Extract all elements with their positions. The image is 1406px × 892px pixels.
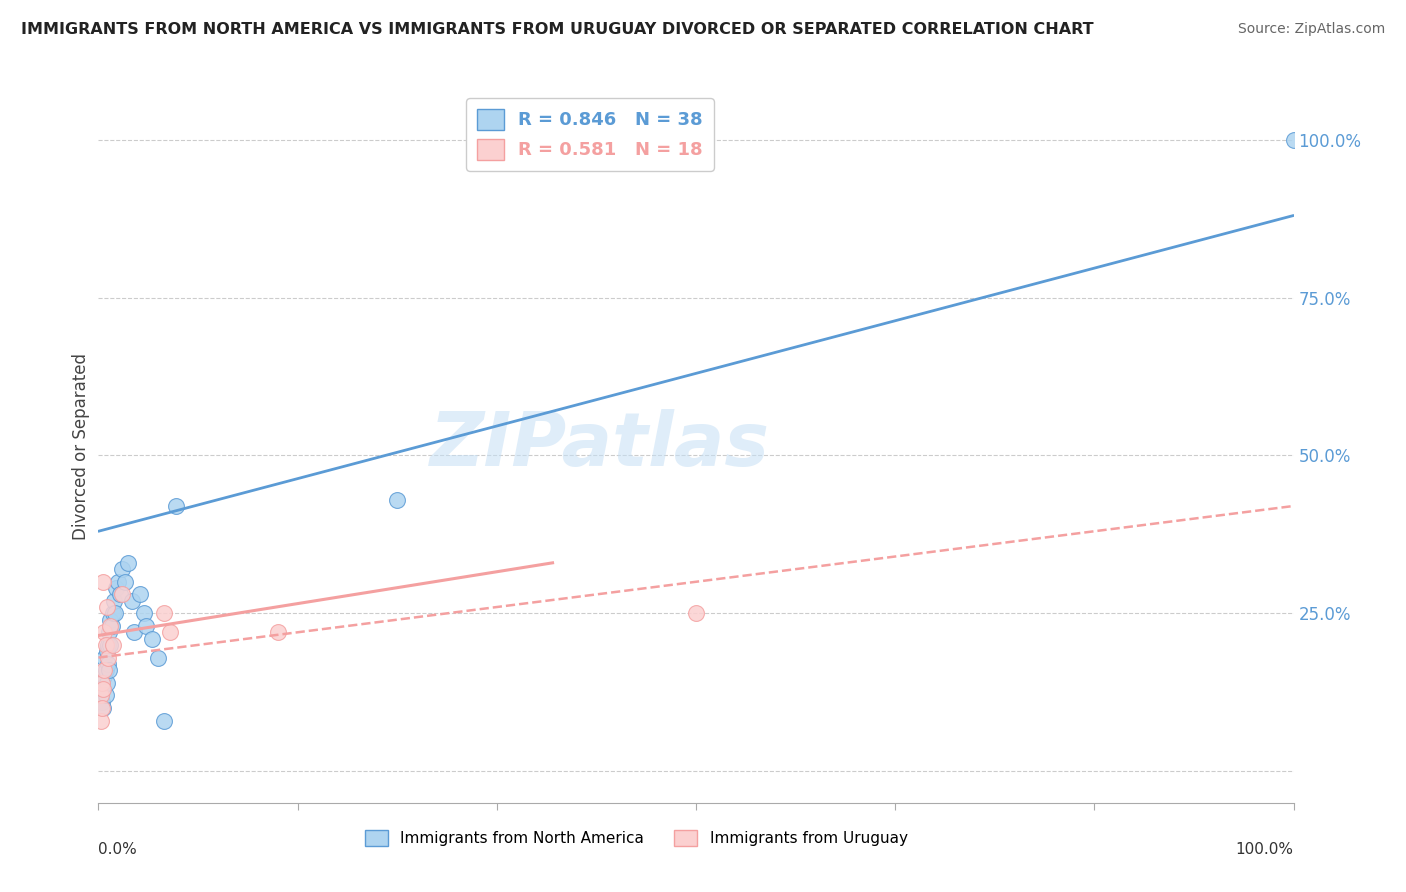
Point <box>385 492 409 507</box>
Point <box>153 607 176 621</box>
Point <box>98 663 121 677</box>
Point <box>90 714 112 728</box>
Point <box>98 613 122 627</box>
Point <box>96 600 118 615</box>
Point <box>90 689 112 703</box>
Point <box>108 587 131 601</box>
Legend: Immigrants from North America, Immigrants from Uruguay: Immigrants from North America, Immigrant… <box>359 824 914 852</box>
Point <box>91 675 114 690</box>
Point <box>165 499 187 513</box>
Point <box>97 650 120 665</box>
Point <box>91 675 114 690</box>
Point <box>153 714 176 728</box>
Point <box>90 689 112 703</box>
Point <box>93 650 115 665</box>
Text: ZIPatlas: ZIPatlas <box>430 409 770 483</box>
Point <box>91 574 114 589</box>
Point <box>94 663 117 677</box>
Text: Source: ZipAtlas.com: Source: ZipAtlas.com <box>1237 22 1385 37</box>
Text: 100.0%: 100.0% <box>1236 842 1294 857</box>
Point <box>93 663 115 677</box>
Point <box>105 581 128 595</box>
Point <box>1282 133 1305 147</box>
Point <box>104 607 127 621</box>
Point <box>93 669 115 683</box>
Point <box>267 625 290 640</box>
Point <box>124 625 146 640</box>
Point <box>98 625 121 640</box>
Point <box>148 650 170 665</box>
Point <box>101 638 124 652</box>
Point <box>114 574 136 589</box>
Point <box>159 625 181 640</box>
Point <box>100 619 122 633</box>
Point <box>91 701 114 715</box>
Point <box>101 607 124 621</box>
Point <box>96 675 118 690</box>
Point <box>96 644 118 658</box>
Text: 0.0%: 0.0% <box>98 842 138 857</box>
Point <box>98 619 122 633</box>
Point <box>97 657 120 671</box>
Y-axis label: Divorced or Separated: Divorced or Separated <box>72 352 90 540</box>
Point <box>91 682 114 697</box>
Point <box>111 562 134 576</box>
Point <box>141 632 163 646</box>
Point <box>94 638 117 652</box>
Point <box>93 625 115 640</box>
Point <box>91 701 114 715</box>
Point <box>103 593 125 607</box>
Point <box>98 638 122 652</box>
Point <box>117 556 139 570</box>
Point <box>111 587 134 601</box>
Point <box>107 574 129 589</box>
Text: IMMIGRANTS FROM NORTH AMERICA VS IMMIGRANTS FROM URUGUAY DIVORCED OR SEPARATED C: IMMIGRANTS FROM NORTH AMERICA VS IMMIGRA… <box>21 22 1094 37</box>
Point <box>685 607 707 621</box>
Point <box>91 695 114 709</box>
Point <box>97 638 120 652</box>
Point <box>129 587 152 601</box>
Point <box>121 593 143 607</box>
Point <box>94 689 117 703</box>
Point <box>132 607 155 621</box>
Point <box>135 619 157 633</box>
Point <box>91 682 114 697</box>
